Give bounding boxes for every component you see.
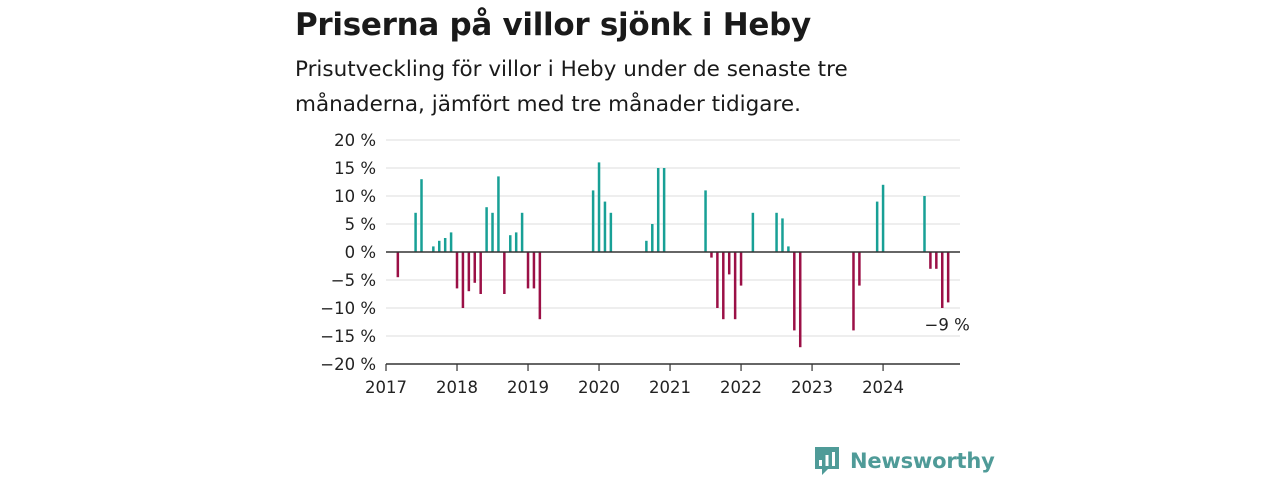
y-tick-label: 10 % <box>334 187 376 206</box>
bar <box>704 190 707 252</box>
bar <box>656 168 660 252</box>
bar <box>467 252 471 292</box>
bar <box>497 176 500 252</box>
bar <box>609 212 613 252</box>
last-value-label: −9 % <box>925 315 970 334</box>
bars <box>396 162 950 348</box>
bar <box>645 240 648 252</box>
x-tick-label: 2021 <box>649 378 691 397</box>
bar <box>940 252 944 308</box>
x-tick-label: 2022 <box>720 378 762 397</box>
x-tick-label: 2020 <box>578 378 620 397</box>
bar <box>739 252 743 286</box>
y-tick-label: 20 % <box>334 131 376 150</box>
bar <box>532 252 536 289</box>
bar <box>929 252 932 269</box>
bar <box>597 162 601 252</box>
bar <box>793 252 796 331</box>
bar <box>438 240 441 252</box>
bar-chart: 20 % 15 % 10 % 5 % 0 % −5 % −10 % −15 % −20 % 20… <box>320 131 970 397</box>
bar <box>503 252 506 294</box>
bar <box>875 201 879 252</box>
bar <box>710 252 713 258</box>
bar <box>414 212 417 252</box>
bar <box>935 252 938 269</box>
bar <box>781 218 784 252</box>
bar <box>432 246 435 252</box>
bar <box>473 252 477 283</box>
bar <box>946 252 950 303</box>
bar <box>491 212 494 252</box>
y-tick-label: 5 % <box>345 215 376 234</box>
bar <box>858 252 861 286</box>
bar <box>591 190 595 252</box>
bar <box>479 252 482 294</box>
bar <box>733 252 737 320</box>
y-tick-label: −15 % <box>320 327 376 346</box>
bar <box>509 235 512 252</box>
bar <box>852 252 855 331</box>
bar <box>396 252 400 278</box>
brand-name: Newsworthy <box>850 449 995 473</box>
y-tick-label: 0 % <box>345 243 376 262</box>
bar <box>798 252 802 348</box>
bar <box>603 201 607 252</box>
bar <box>449 232 453 252</box>
newsworthy-logo-icon <box>815 447 839 475</box>
bar <box>881 184 885 252</box>
bar <box>420 179 423 252</box>
bar <box>722 252 725 320</box>
newsworthy-logo: Newsworthy <box>813 445 995 477</box>
chart-title: Priserna på villor sjönk i Heby <box>295 7 811 43</box>
bar <box>775 212 778 252</box>
bar <box>787 246 790 252</box>
bar <box>727 252 731 275</box>
y-axis-tick-labels: 20 % 15 % 10 % 5 % 0 % −5 % −10 % −15 % −20 % <box>320 131 376 374</box>
bar <box>538 252 542 320</box>
bar <box>485 207 488 252</box>
bar <box>443 238 447 252</box>
bar <box>455 252 459 289</box>
bar <box>526 252 530 289</box>
x-tick-label: 2018 <box>436 378 478 397</box>
y-tick-label: −10 % <box>320 299 376 318</box>
y-tick-label: −5 % <box>331 271 376 290</box>
bar <box>520 212 524 252</box>
x-tick-label: 2017 <box>365 378 407 397</box>
bar <box>461 252 465 308</box>
bar <box>651 224 654 252</box>
x-axis-ticks: 2017 2018 2019 2020 2021 2022 2023 2024 <box>365 364 904 397</box>
x-tick-label: 2023 <box>791 378 833 397</box>
bar <box>716 252 719 308</box>
bar <box>923 196 926 252</box>
bar <box>662 168 666 252</box>
bar <box>751 212 755 252</box>
x-tick-label: 2024 <box>862 378 904 397</box>
chart-subtitle: Prisutveckling för villor i Heby under d… <box>295 57 848 117</box>
bar <box>514 232 518 252</box>
x-tick-label: 2019 <box>507 378 549 397</box>
y-tick-label: 15 % <box>334 159 376 178</box>
y-tick-label: −20 % <box>320 355 376 374</box>
